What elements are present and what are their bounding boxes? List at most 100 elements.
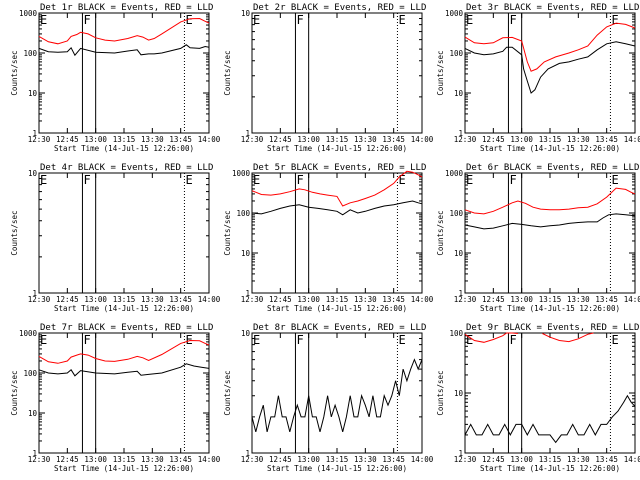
y-tick-label: 1 — [458, 449, 463, 458]
plot-frame — [251, 172, 423, 294]
x-tick-label: 13:00 — [510, 135, 533, 144]
x-tick-label: 13:45 — [595, 295, 618, 304]
y-tick-label: 10 — [28, 89, 38, 98]
x-tick-label: 13:15 — [113, 295, 136, 304]
panel-title: Det 9r BLACK = Events, RED = LLD — [466, 323, 639, 333]
events-series-line — [464, 41, 636, 94]
y-tick-label: 100 — [23, 369, 37, 378]
y-axis-label: Counts/sec — [436, 370, 445, 415]
panel-title: Det 5r BLACK = Events, RED = LLD — [253, 163, 426, 173]
detector-panel: Det 1r BLACK = Events, RED = LLD 12:30 12:… — [10, 3, 221, 153]
x-tick-label: 13:00 — [84, 295, 107, 304]
y-tick-label: 1 — [245, 289, 250, 298]
e-marker: E — [40, 333, 47, 347]
x-tick-label: 12:45 — [482, 295, 505, 304]
x-tick-label: 12:30 — [454, 295, 477, 304]
x-tick-label: 13:30 — [567, 295, 590, 304]
x-tick-label: 13:00 — [297, 295, 320, 304]
e-marker: E — [466, 333, 473, 347]
f-marker: F — [509, 333, 516, 347]
e-marker: E — [611, 13, 618, 27]
events-series-line — [464, 394, 636, 444]
x-axis-label: Start Time (14-Jul-15 12:26:00) — [267, 464, 407, 473]
x-axis-label: Start Time (14-Jul-15 12:26:00) — [267, 144, 407, 153]
f-marker: F — [83, 173, 90, 187]
y-tick-label: 10 — [28, 409, 38, 418]
plot-frame — [464, 172, 636, 294]
events-series-line — [38, 44, 210, 57]
x-tick-label: 13:00 — [510, 295, 533, 304]
panel-title: Det 3r BLACK = Events, RED = LLD — [466, 3, 639, 13]
plot-frame — [251, 332, 423, 454]
events-series-line — [38, 363, 210, 377]
x-tick-label: 13:45 — [169, 295, 192, 304]
y-axis-label: Counts/sec — [436, 50, 445, 95]
x-axis-label: Start Time (14-Jul-15 12:26:00) — [480, 144, 620, 153]
x-tick-label: 13:30 — [141, 455, 164, 464]
x-tick-label: 14:00 — [198, 295, 221, 304]
y-tick-label: 10 — [241, 249, 251, 258]
lld-series-line — [38, 17, 210, 45]
y-tick-label: 1000 — [445, 169, 464, 178]
events-series-line — [251, 358, 423, 433]
x-tick-label: 12:45 — [269, 295, 292, 304]
y-tick-label: 10 — [454, 389, 464, 398]
lld-series-line — [38, 339, 210, 364]
x-tick-label: 14:00 — [198, 135, 221, 144]
y-tick-label: 10 — [241, 329, 251, 338]
x-tick-label: 14:00 — [198, 455, 221, 464]
y-tick-label: 1 — [32, 449, 37, 458]
x-tick-label: 13:45 — [169, 135, 192, 144]
x-tick-label: 13:15 — [113, 455, 136, 464]
e-marker: E — [398, 173, 405, 187]
x-axis-label: Start Time (14-Jul-15 12:26:00) — [267, 304, 407, 313]
y-axis-label: Counts/sec — [10, 370, 19, 415]
plot-frame — [38, 12, 210, 134]
y-axis-label: Counts/sec — [223, 210, 232, 255]
x-tick-label: 13:15 — [326, 295, 349, 304]
x-tick-label: 12:30 — [241, 455, 264, 464]
e-marker: E — [40, 173, 47, 187]
e-marker: E — [466, 13, 473, 27]
x-tick-label: 14:00 — [411, 295, 434, 304]
y-tick-label: 1 — [32, 129, 37, 138]
y-tick-label: 100 — [449, 209, 463, 218]
x-tick-label: 12:30 — [28, 135, 51, 144]
y-tick-label: 100 — [449, 49, 463, 58]
x-tick-label: 13:30 — [354, 455, 377, 464]
x-tick-label: 12:30 — [241, 295, 264, 304]
y-tick-label: 1 — [458, 129, 463, 138]
events-series-line — [464, 213, 636, 230]
e-marker: E — [466, 173, 473, 187]
x-tick-label: 13:00 — [297, 135, 320, 144]
y-tick-label: 10 — [241, 9, 251, 18]
lld-series-line — [464, 187, 636, 215]
e-marker: E — [253, 333, 260, 347]
f-marker: F — [509, 173, 516, 187]
x-tick-label: 13:15 — [539, 455, 562, 464]
e-marker: E — [398, 13, 405, 27]
x-tick-label: 14:00 — [624, 455, 640, 464]
x-tick-label: 13:45 — [595, 135, 618, 144]
y-tick-label: 10 — [454, 89, 464, 98]
e-marker: E — [253, 13, 260, 27]
e-marker: E — [611, 173, 618, 187]
lld-series-line — [251, 170, 423, 207]
x-tick-label: 13:30 — [141, 135, 164, 144]
x-tick-label: 13:30 — [141, 295, 164, 304]
f-marker: F — [83, 13, 90, 27]
y-tick-label: 10 — [454, 249, 464, 258]
y-tick-label: 100 — [449, 329, 463, 338]
x-tick-label: 13:00 — [297, 455, 320, 464]
y-axis-label: Counts/sec — [223, 50, 232, 95]
x-tick-label: 12:45 — [56, 295, 79, 304]
x-tick-label: 12:45 — [482, 455, 505, 464]
x-tick-label: 13:45 — [382, 455, 405, 464]
x-tick-label: 12:30 — [28, 455, 51, 464]
panel-title: Det 6r BLACK = Events, RED = LLD — [466, 163, 639, 173]
x-tick-label: 14:00 — [411, 455, 434, 464]
detector-panel: Det 5r BLACK = Events, RED = LLD 12:30 12:… — [223, 163, 434, 313]
y-axis-label: Counts/sec — [223, 370, 232, 415]
x-tick-label: 13:45 — [169, 455, 192, 464]
x-tick-label: 13:30 — [354, 295, 377, 304]
